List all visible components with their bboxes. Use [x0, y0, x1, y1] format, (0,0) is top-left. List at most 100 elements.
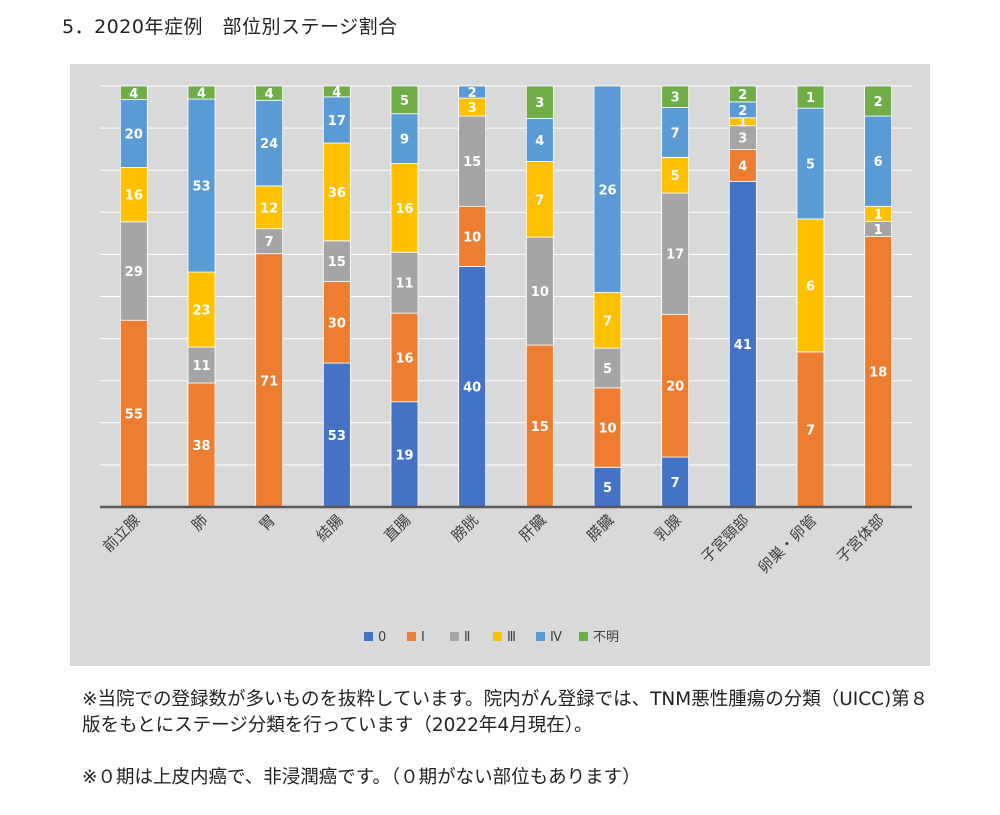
bar-segment	[796, 351, 825, 508]
bar-segment	[187, 382, 216, 508]
bar-segment	[390, 85, 419, 115]
legend-swatch	[536, 632, 545, 641]
data-label: 17	[328, 114, 346, 129]
data-label: 7	[535, 193, 544, 208]
data-label: 3	[738, 132, 747, 147]
data-label: 6	[806, 279, 815, 294]
note-uicc-source: ※当院での登録数が多いものを抜粋しています。院内がん登録では、TNM悪性腫瘍の分…	[82, 689, 929, 736]
bar-segment	[864, 115, 893, 207]
data-label: 5	[671, 169, 680, 184]
bar-segment	[458, 205, 487, 267]
legend-label: Ⅱ	[464, 630, 470, 645]
bar-segment	[187, 346, 216, 384]
legend-swatch	[364, 632, 373, 641]
bar-segment	[458, 266, 487, 508]
data-label: 16	[395, 351, 413, 366]
bar-segment	[255, 99, 284, 187]
data-label: 7	[806, 423, 815, 438]
data-label: 38	[192, 439, 210, 454]
data-label: 36	[328, 186, 346, 201]
bar-segment	[661, 85, 690, 108]
category-tick-label: 結腸	[313, 511, 347, 545]
data-label: 15	[463, 155, 481, 170]
bar-segment	[322, 362, 351, 508]
data-label: 20	[666, 380, 684, 395]
data-label: 26	[598, 183, 616, 198]
data-label: 29	[125, 265, 143, 280]
bar-segment	[187, 98, 216, 273]
bar-segment	[458, 115, 487, 207]
data-label: 3	[671, 91, 680, 106]
category-tick-label: 卵巣・卵管	[755, 511, 821, 577]
category-tick-label: 胃	[256, 511, 279, 534]
legend-label: Ⅳ	[550, 630, 562, 645]
category-tick-label: 膀胱	[448, 511, 482, 545]
data-label: 5	[400, 94, 409, 109]
data-label: 4	[129, 87, 138, 102]
page-title: 5．2020年症例 部位別ステージ割合	[62, 16, 398, 38]
bar-segment	[796, 218, 825, 353]
category-tick-label: 子宮体部	[833, 511, 888, 566]
legend-swatch	[579, 632, 588, 641]
data-label: 7	[671, 476, 680, 491]
bar-segment	[728, 85, 757, 103]
data-label: 6	[874, 155, 883, 170]
bar-segment	[187, 85, 216, 100]
bar-segment	[593, 347, 622, 389]
data-label: 10	[598, 422, 616, 437]
bar-segment	[390, 251, 419, 314]
bar-segment	[322, 281, 351, 364]
bar-segment	[796, 107, 825, 220]
data-label: 41	[734, 338, 752, 353]
data-label: 71	[260, 374, 278, 389]
legend-label: 不明	[593, 630, 619, 645]
data-label: 7	[265, 235, 274, 250]
data-label: 15	[328, 255, 346, 270]
notes: ※当院での登録数が多いものを抜粋しています。院内がん登録では、TNM悪性腫瘍の分…	[82, 687, 932, 791]
data-label: 12	[260, 201, 278, 216]
data-label: 5	[806, 158, 815, 173]
data-label: 53	[192, 180, 210, 195]
data-label: 1	[806, 91, 815, 106]
category-tick-label: 肺	[188, 511, 211, 534]
legend-label: Ⅰ	[421, 630, 425, 645]
data-label: 1	[738, 116, 747, 131]
data-label: 20	[125, 128, 143, 143]
bar-segment	[390, 113, 419, 164]
data-label: 17	[666, 248, 684, 263]
data-label: 7	[603, 314, 612, 329]
data-label: 55	[125, 408, 143, 423]
bar-segment	[525, 161, 554, 238]
chart-panel: 55 29 16 20 4 前立腺 38 11 23 53 4 肺 71 7 12 24 4 胃 53 30 15 36 1…	[70, 64, 930, 666]
data-label: 4	[265, 87, 274, 102]
bar-segment	[255, 85, 284, 101]
bar-segment	[390, 312, 419, 403]
data-label: 40	[463, 381, 481, 396]
category-tick-label: 膵臓	[583, 511, 617, 545]
bar-segment	[322, 85, 351, 98]
category-tick-label: 肝臓	[516, 511, 550, 545]
data-label: 5	[603, 481, 612, 496]
data-label: 2	[874, 95, 883, 110]
data-label: 1	[874, 208, 883, 223]
data-label: 53	[328, 429, 346, 444]
note-stage-zero: ※０期は上皮内癌で、非浸潤癌です。（０期がない部位もあります）	[82, 767, 641, 788]
data-label: 16	[395, 202, 413, 217]
bar-segment	[525, 85, 554, 119]
data-label: 2	[738, 88, 747, 103]
bar-segment	[255, 253, 284, 508]
stacked-bar-chart: 552916204前立腺381123534肺71712244胃533015361…	[99, 85, 912, 645]
data-label: 19	[395, 448, 413, 463]
legend-label: Ⅲ	[507, 630, 516, 645]
data-label: 3	[468, 101, 477, 116]
category-tick-label: 子宮頸部	[697, 511, 752, 566]
data-label: 2	[738, 104, 747, 119]
data-label: 24	[260, 137, 278, 152]
bar-segment	[187, 271, 216, 348]
data-label: 5	[603, 362, 612, 377]
data-label: 4	[535, 134, 544, 149]
category-tick-label: 前立腺	[99, 511, 144, 556]
data-label: 10	[463, 230, 481, 245]
legend-swatch	[493, 632, 502, 641]
data-label: 9	[400, 133, 409, 148]
